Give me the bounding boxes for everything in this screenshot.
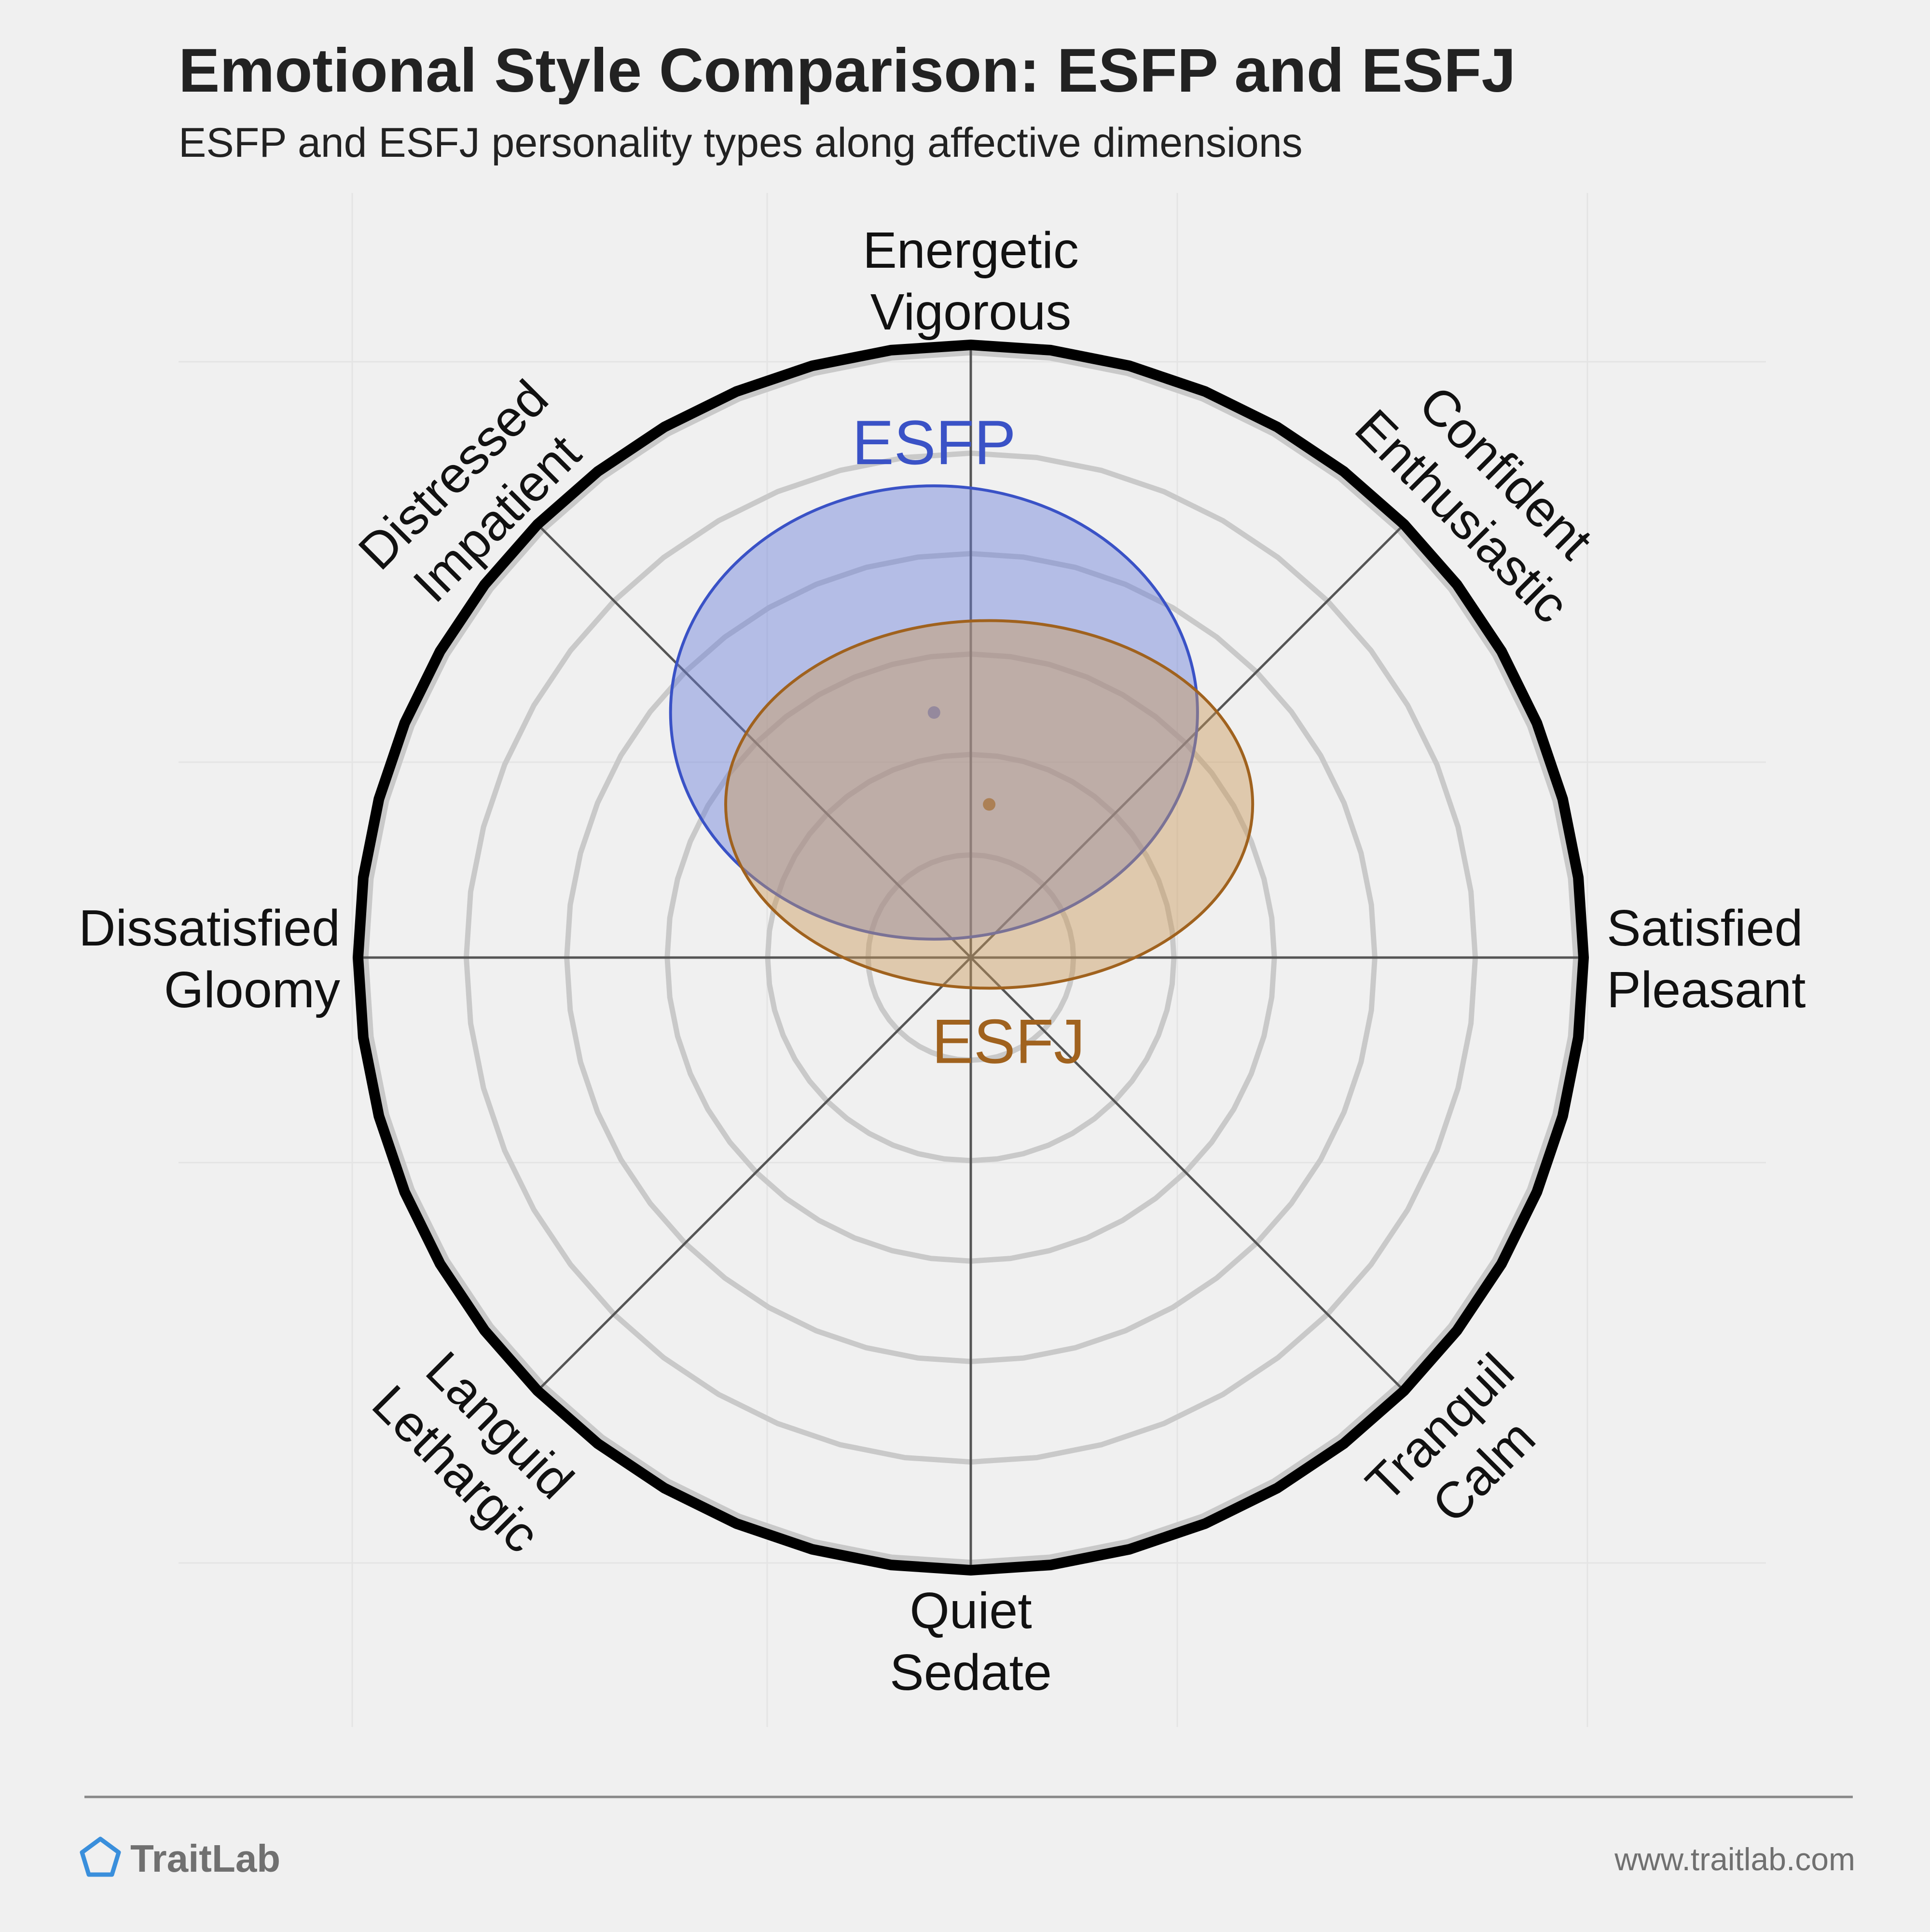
axis-label-line: Sedate [890, 1644, 1052, 1701]
background-grid [179, 193, 1766, 1727]
series-point-esfp [927, 706, 940, 719]
chart-title: Emotional Style Comparison: ESFP and ESF… [179, 36, 1516, 105]
axis-label-line: Gloomy [164, 961, 340, 1018]
series-label-esfj: ESFJ [932, 1006, 1085, 1077]
brand-name: TraitLab [130, 1837, 280, 1880]
series-label-esfp: ESFP [852, 407, 1016, 478]
pentagon-logo-icon [80, 1836, 121, 1877]
axis-label-line: Quiet [910, 1582, 1032, 1639]
axis-label-line: Satisfied [1607, 900, 1803, 957]
axis-line [537, 523, 1405, 1392]
chart-subtitle: ESFP and ESFJ personality types along af… [179, 120, 1303, 166]
axis-label-line: Pleasant [1607, 961, 1806, 1018]
website-url: www.traitlab.com [1614, 1841, 1855, 1877]
series-point-esfj [983, 798, 996, 811]
axis-label-line: Vigorous [870, 284, 1071, 341]
outer-ring [353, 340, 1589, 1576]
axis-label-line: Energetic [863, 222, 1079, 279]
axis-label-line: Dissatisfied [79, 900, 340, 957]
